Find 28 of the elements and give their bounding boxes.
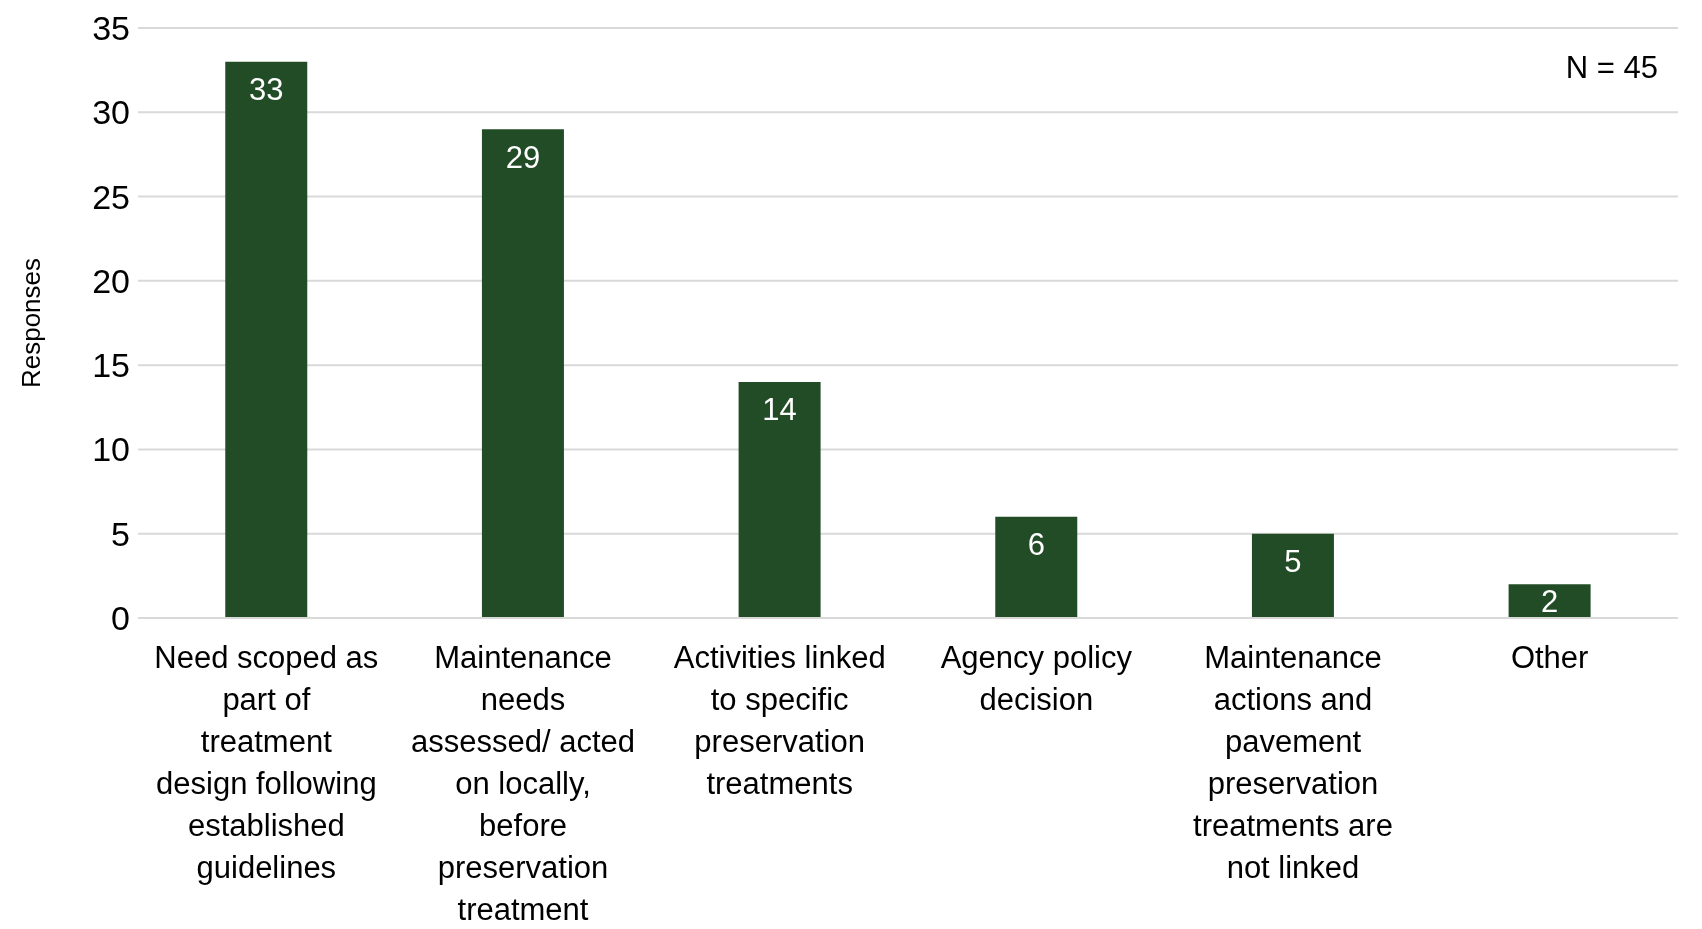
x-tick-label: Need scoped as part of treatment design following established guidelines (154, 640, 379, 885)
data-label: 29 (505, 139, 541, 175)
y-tick-label: 25 (92, 177, 130, 216)
x-tick-label: Maintenance actions and pavement preservation treatments are not linked (1193, 640, 1393, 885)
data-label: 6 (1027, 527, 1045, 563)
bar (1251, 533, 1334, 618)
x-tick-label: Activities linked to specific preservation treatments (673, 640, 886, 801)
bar (1508, 584, 1591, 618)
bar (225, 61, 308, 618)
y-tick-label: 35 (92, 9, 130, 48)
y-tick-label: 30 (92, 93, 130, 132)
data-label: 5 (1284, 544, 1302, 580)
y-axis-title: Responses (16, 257, 47, 389)
y-tick-label: 10 (92, 430, 130, 469)
bar (481, 129, 564, 618)
x-tick-label: Maintenance needs assessed/ acted on locally, before preservation treatment (410, 640, 636, 927)
data-label: 2 (1540, 583, 1559, 619)
data-label: 14 (762, 392, 797, 428)
data-label: 33 (249, 72, 284, 108)
bar (995, 516, 1078, 618)
annotation: N = 45 (1565, 50, 1658, 86)
bar (738, 382, 821, 618)
y-tick-label: 0 (111, 599, 130, 638)
y-tick-label: 20 (92, 261, 130, 300)
y-tick-label: 15 (92, 346, 130, 385)
y-tick-label: 5 (111, 514, 130, 553)
x-tick-label: Other (1510, 640, 1589, 675)
x-tick-label: Agency policy decision (940, 640, 1133, 717)
